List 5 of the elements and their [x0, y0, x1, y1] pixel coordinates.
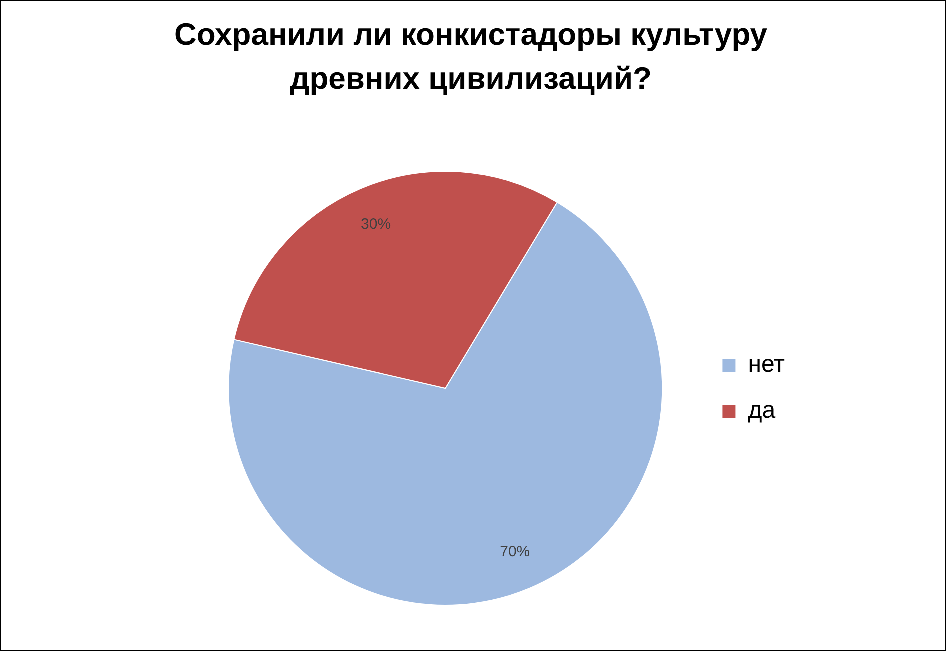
data-label: 30% — [361, 216, 392, 233]
legend-label: нет — [748, 351, 786, 378]
chart-title: Сохранили ли конкистадоры культуру древних цивилизаций? — [173, 16, 769, 98]
data-label: 70% — [500, 543, 530, 560]
legend-label: да — [748, 397, 776, 424]
